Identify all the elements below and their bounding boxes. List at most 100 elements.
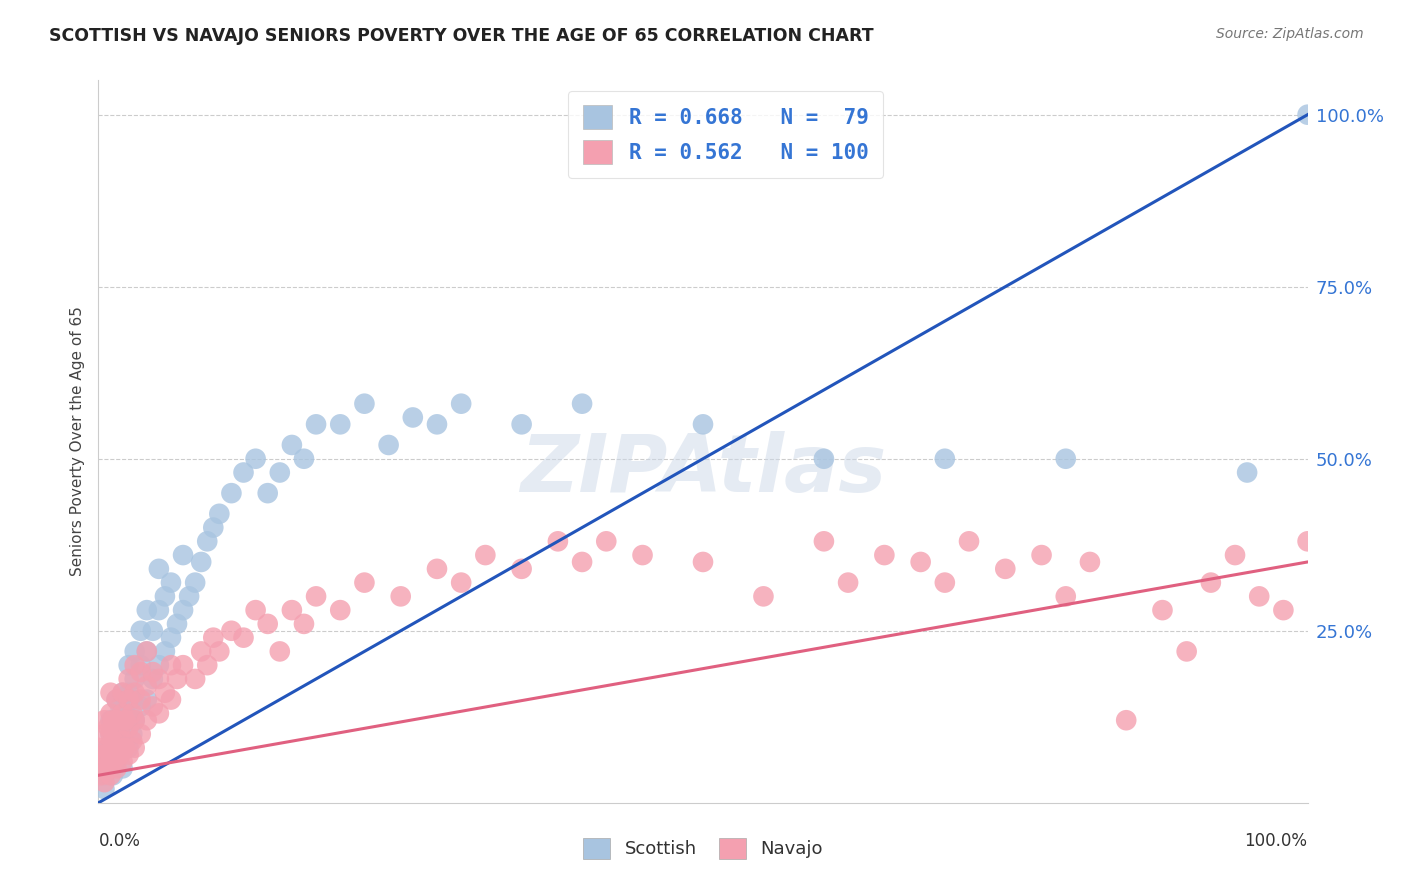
Point [934, 575, 956, 590]
Point [692, 417, 714, 432]
Point [153, 644, 176, 658]
Point [105, 755, 128, 769]
Point [124, 713, 146, 727]
Point [148, 603, 170, 617]
Point [813, 534, 835, 549]
Point [105, 740, 128, 755]
Point [87, 740, 110, 755]
Point [111, 734, 134, 748]
Point [100, 747, 122, 762]
Point [1175, 644, 1198, 658]
Point [1236, 466, 1258, 480]
Point [97, 761, 120, 775]
Point [1249, 590, 1271, 604]
Point [101, 713, 124, 727]
Point [329, 603, 352, 617]
Point [994, 562, 1017, 576]
Point [184, 575, 207, 590]
Point [135, 603, 157, 617]
Point [101, 755, 124, 769]
Point [1272, 603, 1295, 617]
Point [129, 727, 152, 741]
Point [957, 534, 980, 549]
Point [142, 672, 165, 686]
Point [329, 417, 352, 432]
Text: 100.0%: 100.0% [1244, 831, 1308, 850]
Point [118, 720, 141, 734]
Point [172, 548, 194, 562]
Point [934, 451, 956, 466]
Point [142, 665, 165, 679]
Point [97, 720, 120, 734]
Point [1296, 534, 1319, 549]
Point [105, 734, 128, 748]
Point [595, 534, 617, 549]
Point [121, 692, 143, 706]
Point [1152, 603, 1174, 617]
Point [121, 706, 143, 721]
Point [148, 672, 170, 686]
Point [124, 686, 146, 700]
Text: ZIPAtlas: ZIPAtlas [520, 432, 886, 509]
Point [305, 590, 328, 604]
Point [510, 417, 533, 432]
Point [195, 658, 218, 673]
Point [100, 727, 122, 741]
Point [93, 782, 115, 797]
Point [571, 397, 593, 411]
Text: Source: ZipAtlas.com: Source: ZipAtlas.com [1216, 27, 1364, 41]
Point [121, 734, 143, 748]
Text: 0.0%: 0.0% [98, 831, 141, 850]
Point [114, 740, 136, 755]
Point [195, 534, 218, 549]
Point [100, 768, 122, 782]
Point [87, 761, 110, 775]
Point [292, 451, 315, 466]
Point [93, 713, 115, 727]
Point [1078, 555, 1101, 569]
Point [105, 692, 128, 706]
Point [93, 775, 115, 789]
Point [105, 692, 128, 706]
Point [118, 692, 141, 706]
Point [1199, 575, 1222, 590]
Point [172, 603, 194, 617]
Point [135, 713, 157, 727]
Point [142, 699, 165, 714]
Point [97, 740, 120, 755]
Point [179, 590, 201, 604]
Point [118, 740, 141, 755]
Point [118, 747, 141, 762]
Point [101, 747, 124, 762]
Point [837, 575, 859, 590]
Point [124, 713, 146, 727]
Point [124, 740, 146, 755]
Point [353, 397, 375, 411]
Point [692, 555, 714, 569]
Point [202, 520, 225, 534]
Point [100, 727, 122, 741]
Point [118, 672, 141, 686]
Point [135, 644, 157, 658]
Point [631, 548, 654, 562]
Point [450, 575, 472, 590]
Point [148, 706, 170, 721]
Point [752, 590, 775, 604]
Point [450, 397, 472, 411]
Point [100, 686, 122, 700]
Point [160, 692, 183, 706]
Point [269, 644, 291, 658]
Point [111, 755, 134, 769]
Point [1223, 548, 1246, 562]
Legend: Scottish, Navajo: Scottish, Navajo [576, 830, 830, 866]
Point [160, 658, 183, 673]
Text: SCOTTISH VS NAVAJO SENIORS POVERTY OVER THE AGE OF 65 CORRELATION CHART: SCOTTISH VS NAVAJO SENIORS POVERTY OVER … [49, 27, 875, 45]
Point [105, 761, 128, 775]
Point [190, 555, 212, 569]
Point [873, 548, 896, 562]
Point [571, 555, 593, 569]
Point [166, 616, 188, 631]
Point [148, 562, 170, 576]
Point [135, 692, 157, 706]
Point [232, 466, 254, 480]
